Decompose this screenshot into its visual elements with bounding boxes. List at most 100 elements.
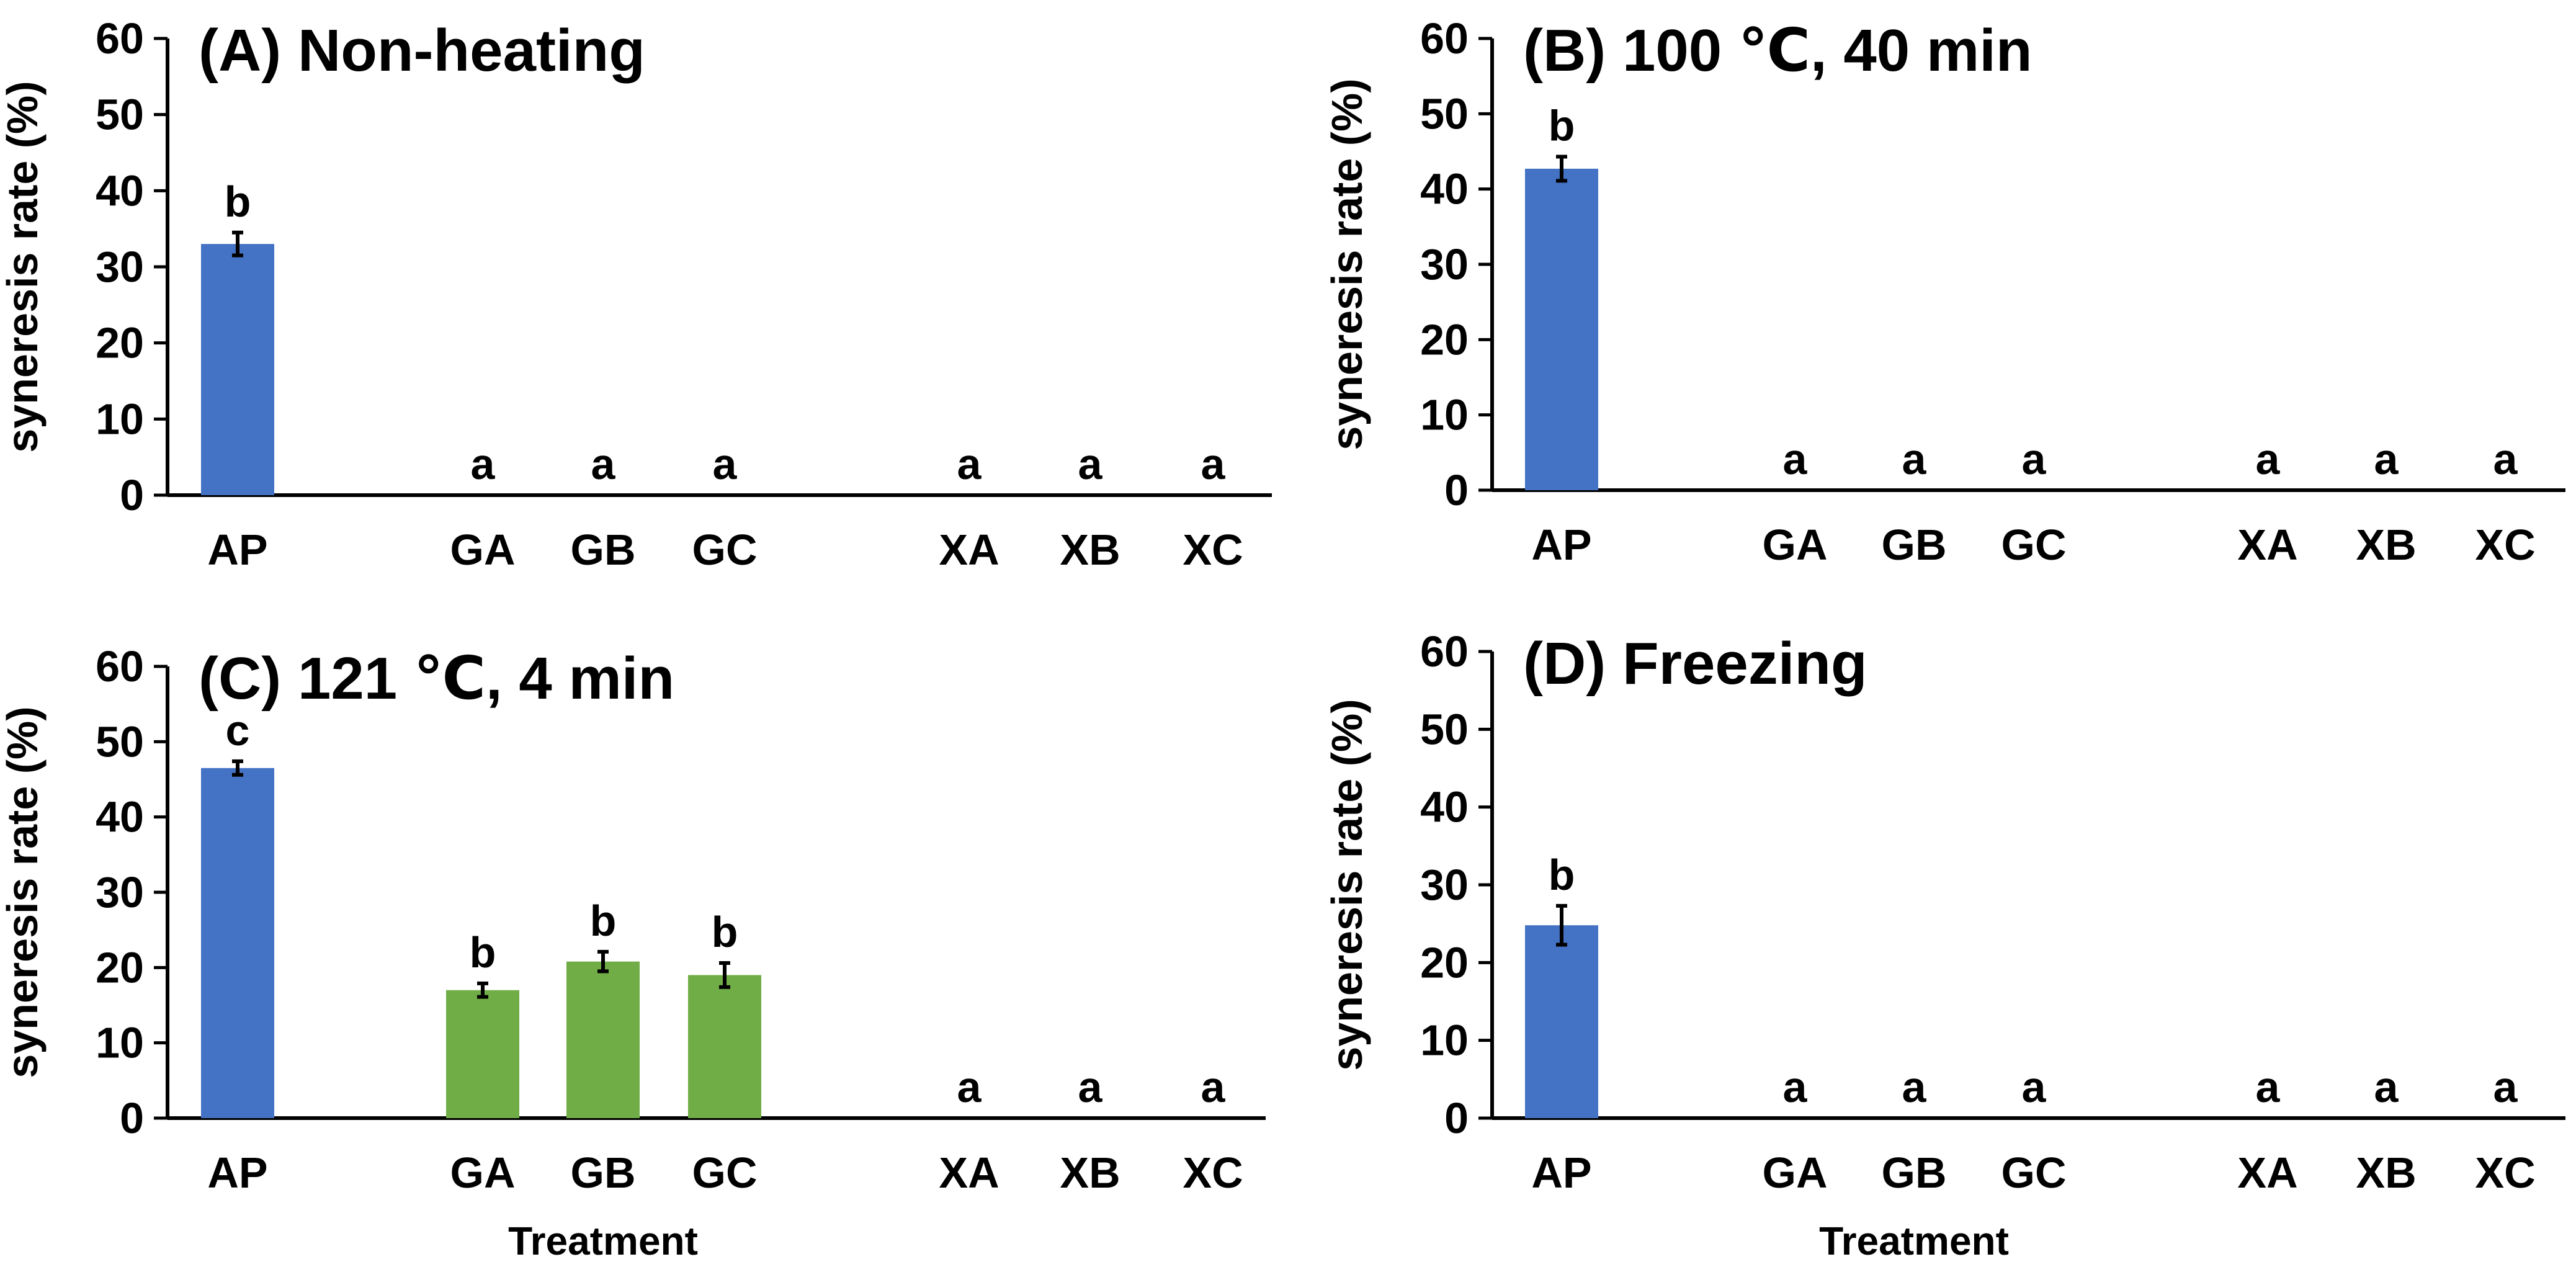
y-tick-label: 20: [96, 943, 144, 992]
category-label: GB: [1882, 521, 1947, 569]
y-tick-label: 50: [1420, 89, 1469, 138]
bar: [688, 975, 761, 1118]
category-label: GB: [1882, 1149, 1947, 1197]
category-label: AP: [207, 1149, 267, 1197]
y-tick-label: 60: [1420, 627, 1469, 676]
category-label: GC: [2001, 521, 2067, 569]
bar: [1525, 925, 1598, 1118]
significance-letter: a: [2022, 1063, 2047, 1111]
panel-title: (D) Freezing: [1523, 630, 1867, 697]
significance-letter: a: [1902, 1063, 1927, 1111]
significance-letter: a: [1201, 1063, 1226, 1111]
chart-panel-d: (D) Freezing 0 10 20 30 40 50 60 syneresis rate …: [1323, 627, 2565, 1263]
significance-letter: a: [713, 440, 738, 488]
significance-letter: b: [590, 897, 617, 945]
significance-letter: a: [2256, 1063, 2281, 1111]
y-tick-label: 40: [96, 793, 144, 841]
category-label: GA: [1763, 1149, 1828, 1197]
y-tick-label: 10: [1420, 391, 1469, 439]
category-label: XB: [1060, 526, 1120, 574]
significance-letter: b: [470, 928, 496, 977]
significance-letter: b: [1549, 851, 1575, 899]
y-tick-label: 30: [1420, 861, 1469, 909]
y-tick-label: 50: [96, 91, 144, 139]
category-label: XA: [939, 526, 999, 574]
category-label: XA: [939, 1149, 999, 1197]
x-axis-label: Treatment: [508, 1219, 698, 1263]
category-label: XC: [1183, 526, 1243, 574]
significance-letter: a: [2493, 435, 2518, 483]
y-tick-label: 30: [1420, 240, 1469, 289]
panel-title: (A) Non-heating: [199, 17, 645, 84]
category-label: XC: [1183, 1149, 1243, 1197]
category-label: AP: [1531, 521, 1591, 569]
category-label: XB: [2356, 1149, 2416, 1197]
category-label: GC: [2001, 1149, 2067, 1197]
y-tick-label: 60: [96, 14, 144, 63]
y-tick-label: 0: [1444, 1094, 1469, 1142]
category-label: XC: [2475, 521, 2535, 569]
y-tick-label: 50: [1420, 705, 1469, 753]
panel-title: (C) 121 ℃, 4 min: [199, 645, 674, 712]
significance-letter: a: [1783, 1063, 1808, 1111]
category-label: GC: [692, 526, 758, 574]
significance-letter: a: [957, 440, 982, 488]
category-label: GB: [571, 526, 636, 574]
category-label: GB: [571, 1149, 636, 1197]
y-tick-label: 60: [96, 642, 144, 691]
y-tick-label: 20: [96, 319, 144, 367]
significance-letter: a: [2022, 435, 2047, 483]
y-axis-label: syneresis rate (%): [1323, 78, 1371, 450]
y-axis-label: syneresis rate (%): [0, 706, 47, 1078]
category-label: XB: [2356, 521, 2416, 569]
x-axis-label: Treatment: [1819, 1219, 2009, 1263]
significance-letter: a: [471, 440, 496, 488]
chart-panel-c: (C) 121 ℃, 4 min 0 10 20 30 40 50 60 syneresis r…: [0, 642, 1266, 1263]
significance-letter: a: [591, 440, 616, 488]
y-axis-label: syneresis rate (%): [0, 81, 47, 452]
significance-letter: a: [1078, 1063, 1103, 1111]
category-label: XA: [2237, 521, 2297, 569]
y-tick-label: 30: [96, 243, 144, 291]
y-tick-label: 40: [1420, 783, 1469, 831]
bar: [566, 961, 640, 1118]
chart-panel-b: (B) 100 ℃, 40 min 0 10 20 30 40 50 60 syneresis …: [1323, 14, 2565, 569]
y-tick-label: 20: [1420, 315, 1469, 364]
y-tick-label: 50: [96, 717, 144, 766]
panel-title: (B) 100 ℃, 40 min: [1523, 17, 2033, 84]
y-tick-label: 20: [1420, 938, 1469, 987]
y-tick-label: 30: [96, 868, 144, 916]
significance-letter: b: [225, 177, 251, 226]
y-tick-label: 40: [96, 166, 144, 215]
category-label: XB: [1060, 1149, 1120, 1197]
y-tick-label: 60: [1420, 14, 1469, 63]
significance-letter: b: [712, 908, 738, 956]
y-tick-label: 10: [96, 395, 144, 443]
significance-letter: a: [1078, 440, 1103, 488]
chart-panel-a: (A) Non-heating 0 10 20 30 40 50 60 syneresis ra…: [0, 14, 1272, 574]
bar: [446, 990, 519, 1118]
y-tick-label: 10: [1420, 1016, 1469, 1065]
bar: [201, 244, 274, 495]
category-label: XC: [2475, 1149, 2535, 1197]
y-tick-label: 10: [96, 1019, 144, 1067]
bar: [1525, 168, 1598, 490]
significance-letter: a: [1783, 435, 1808, 483]
significance-letter: a: [957, 1063, 982, 1111]
y-tick-label: 0: [120, 471, 144, 519]
significance-letter: a: [2374, 435, 2399, 483]
category-label: XA: [2237, 1149, 2297, 1197]
y-tick-label: 0: [120, 1094, 144, 1142]
category-label: GA: [1763, 521, 1828, 569]
significance-letter: b: [1549, 101, 1575, 150]
significance-letter: a: [2493, 1063, 2518, 1111]
y-tick-label: 0: [1444, 466, 1469, 514]
y-tick-label: 40: [1420, 165, 1469, 213]
bar: [201, 768, 274, 1118]
significance-letter: a: [2374, 1063, 2399, 1111]
significance-letter: c: [226, 706, 250, 755]
category-label: GA: [450, 1149, 516, 1197]
category-label: GC: [692, 1149, 758, 1197]
significance-letter: a: [1201, 440, 1226, 488]
